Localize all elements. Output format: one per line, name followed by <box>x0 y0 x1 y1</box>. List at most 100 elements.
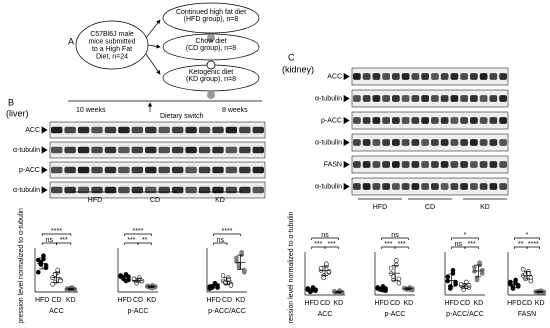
blot-band <box>499 95 507 102</box>
blot-band <box>489 139 498 146</box>
sig-bracket <box>513 237 541 240</box>
blot-pointer <box>41 146 48 154</box>
data-point <box>323 261 329 267</box>
blot-frame <box>351 155 509 174</box>
blot-band <box>450 139 459 146</box>
data-point <box>321 275 327 281</box>
blot-band <box>382 183 390 190</box>
blot-band <box>212 126 224 134</box>
x-tick-label: KD <box>235 297 245 304</box>
blot-label: p-ACC <box>19 167 40 174</box>
blot-label: α-tubulin <box>315 139 342 146</box>
sig-bracket <box>381 237 409 240</box>
blot-band <box>440 117 449 124</box>
data-point <box>445 274 451 280</box>
blot-band <box>225 146 238 154</box>
blot-band <box>460 95 468 102</box>
panel-c: C (kidney) <box>282 52 314 74</box>
blot-band <box>212 166 224 174</box>
sig-bracket <box>56 242 72 245</box>
blot-band <box>225 166 238 174</box>
x-tick-label: CD <box>460 300 470 307</box>
blot-band <box>158 166 170 174</box>
blot-band <box>131 166 144 174</box>
blot-band <box>440 95 449 102</box>
blot-band <box>382 161 390 168</box>
x-tick-label: HFD <box>507 300 521 307</box>
data-point <box>520 266 526 272</box>
arrow <box>145 53 161 75</box>
target-text: (HFD group), n=8 <box>184 16 239 23</box>
data-point <box>234 255 239 261</box>
group-label: CD <box>425 204 435 211</box>
blot-band <box>411 73 420 80</box>
error-bar <box>224 277 230 285</box>
blot-band <box>401 161 410 168</box>
blot-band <box>479 117 488 124</box>
x-axis-label: p-ACC/ACC <box>446 311 484 318</box>
blot-frame <box>351 177 509 196</box>
blot-band <box>382 139 390 146</box>
blot-pointer <box>343 72 350 81</box>
x-tick-label: CD <box>522 300 532 307</box>
data-point <box>515 283 521 288</box>
blot-band <box>392 117 400 124</box>
timeline-label: 10 weeks <box>76 107 106 114</box>
blot-band <box>91 186 103 194</box>
blot-band <box>440 73 449 80</box>
blot-label: α-tubulin <box>13 187 40 194</box>
target-text: Chow diet <box>195 38 226 45</box>
x-tick-label: KD <box>146 297 156 304</box>
data-point <box>55 267 61 273</box>
blot-band <box>252 146 264 154</box>
blot-band <box>489 161 498 168</box>
blot-band <box>104 166 117 174</box>
blot-band <box>499 183 507 190</box>
blot-band <box>431 73 439 80</box>
blot-band <box>171 166 184 174</box>
blot-band <box>118 166 130 174</box>
blot-band <box>252 166 264 174</box>
blot-pointer <box>41 166 48 174</box>
blot-band <box>411 139 420 146</box>
blot-band <box>171 126 184 134</box>
blot-band <box>239 186 251 194</box>
blot-band <box>421 139 429 146</box>
blot-band <box>431 95 439 102</box>
blot-band <box>372 117 381 124</box>
x-tick-label: CD <box>222 297 232 304</box>
blot-band <box>450 183 459 190</box>
blot-label: α-tubulin <box>315 183 342 190</box>
blot-band <box>411 183 420 190</box>
blot-band <box>421 95 429 102</box>
blot-band <box>431 183 439 190</box>
x-tick-label: CD <box>320 300 330 307</box>
x-tick-label: HFD <box>35 297 49 304</box>
blot-band <box>171 186 184 194</box>
arrow <box>145 19 161 39</box>
blot-band <box>372 73 381 80</box>
blot-band <box>421 161 429 168</box>
sig-label: *** <box>127 237 135 244</box>
blot-pointer <box>343 182 350 191</box>
blot-band <box>450 73 459 80</box>
blot-band <box>362 139 371 146</box>
blot-band <box>499 161 507 168</box>
blot-band <box>77 146 90 154</box>
blot-band <box>118 126 130 134</box>
blot-band <box>489 183 498 190</box>
error-bar <box>53 272 60 283</box>
sig-bracket <box>311 237 339 240</box>
sig-label: **** <box>222 228 233 235</box>
x-axis-label: FASN <box>518 311 536 318</box>
blot-band <box>372 183 381 190</box>
error-bar <box>39 257 46 270</box>
sig-label: * <box>526 232 529 239</box>
blot-band <box>401 117 410 124</box>
group-label: CD <box>150 197 160 204</box>
blot-band <box>411 117 420 124</box>
blot-band <box>353 161 361 168</box>
blot-band <box>489 117 498 124</box>
sig-bracket <box>213 242 228 245</box>
blot-band <box>91 126 103 134</box>
